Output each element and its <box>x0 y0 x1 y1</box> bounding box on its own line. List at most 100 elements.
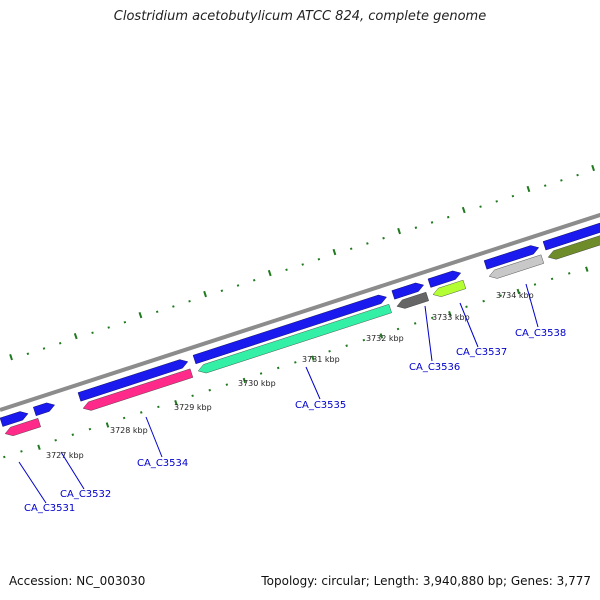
gene-arrow-ca_c3534[interactable] <box>82 368 194 411</box>
outer-tick-mark <box>138 311 143 319</box>
forward-gene-arrow[interactable] <box>427 270 462 288</box>
outer-tick-mark <box>576 173 579 177</box>
outer-tick-mark <box>26 352 30 356</box>
inner-tick-mark <box>448 311 452 317</box>
kbp-label: 3734 kbp <box>496 291 534 300</box>
outer-tick-mark <box>511 194 515 198</box>
page-title: Clostridium acetobutylicum ATCC 824, com… <box>113 9 487 24</box>
kbp-label: 3730 kbp <box>238 379 276 388</box>
outer-tick-mark <box>446 215 450 219</box>
outer-tick-mark <box>332 248 337 256</box>
outer-tick-mark <box>91 331 94 335</box>
gene-label-ca_c3535[interactable]: CA_C3535 <box>295 400 346 411</box>
forward-gene-arrow[interactable] <box>192 294 387 365</box>
outer-tick-mark <box>461 206 466 214</box>
outer-tick-mark <box>301 263 304 266</box>
inner-tick-mark <box>585 266 589 272</box>
outer-tick-mark <box>155 310 159 314</box>
inner-tick-mark <box>54 439 57 442</box>
gene-label-ca_c3537[interactable]: CA_C3537 <box>456 347 507 358</box>
outer-tick-mark <box>317 257 321 261</box>
gene-arrow-ca_c3535[interactable] <box>197 303 392 374</box>
inner-tick-mark <box>20 450 23 453</box>
outer-tick-mark <box>220 289 224 293</box>
inner-tick-mark <box>550 277 554 281</box>
inner-tick-mark <box>105 422 110 428</box>
gene-label-ca_c3536[interactable]: CA_C3536 <box>409 362 460 373</box>
gene-label-ca_c3534[interactable]: CA_C3534 <box>137 458 188 469</box>
inner-tick-mark <box>174 400 178 406</box>
outer-tick-mark <box>73 332 78 340</box>
inner-tick-mark <box>191 394 194 398</box>
outer-tick-mark <box>58 342 62 345</box>
outer-tick-mark <box>203 290 207 298</box>
outer-tick-mark <box>366 242 369 245</box>
inner-tick-mark <box>311 355 315 361</box>
gene-label-ca_c3538[interactable]: CA_C3538 <box>515 328 566 339</box>
gene-leader-line <box>525 283 539 328</box>
forward-strand-track <box>0 222 600 427</box>
gene-label-ca_c3532[interactable]: CA_C3532 <box>60 489 111 500</box>
outer-tick-mark <box>591 164 595 172</box>
outer-tick-mark <box>382 236 385 240</box>
forward-gene-arrow[interactable] <box>33 402 56 416</box>
gene-leader-line <box>60 451 85 490</box>
outer-tick-mark <box>285 268 288 271</box>
outer-tick-mark <box>252 278 256 282</box>
outer-tick-mark <box>397 227 401 235</box>
inner-tick-mark <box>499 294 503 297</box>
inner-tick-mark <box>328 349 331 353</box>
gene-arrow-ca_c3538[interactable] <box>488 254 545 279</box>
outer-tick-mark <box>236 284 240 287</box>
forward-gene-arrow[interactable] <box>77 359 189 402</box>
outer-tick-mark <box>430 221 434 224</box>
inner-tick-mark <box>294 361 297 364</box>
outer-tick-mark <box>267 269 272 277</box>
kbp-label: 3729 kbp <box>174 403 212 412</box>
inner-tick-mark <box>208 388 211 392</box>
forward-gene-arrow[interactable] <box>483 245 540 270</box>
reverse-strand-track <box>4 232 600 437</box>
outer-tick-mark <box>107 326 110 329</box>
inner-tick-mark <box>71 433 75 436</box>
inner-tick-mark <box>533 283 537 286</box>
reverse-gene-arrow[interactable] <box>547 232 600 260</box>
inner-tick-track <box>3 266 589 459</box>
inner-tick-mark <box>157 405 160 409</box>
kbp-label: 3732 kbp <box>366 334 404 343</box>
gene-leader-line <box>145 416 163 458</box>
inner-tick-mark <box>465 305 468 308</box>
kbp-label: 3733 kbp <box>432 313 470 322</box>
outer-tick-mark <box>42 347 46 350</box>
inner-tick-mark <box>516 288 521 295</box>
inner-tick-mark <box>345 344 348 347</box>
forward-gene-arrow[interactable] <box>391 282 425 300</box>
backbone-line <box>0 212 600 412</box>
gene-arrow-ca_c3531[interactable] <box>4 418 41 437</box>
gene-label-ca_c3531[interactable]: CA_C3531 <box>24 503 75 514</box>
outer-tick-mark <box>526 185 531 193</box>
inner-tick-mark <box>139 411 143 414</box>
outer-tick-mark <box>172 305 175 308</box>
gene-arrow-ca_c3536[interactable] <box>396 291 430 309</box>
kbp-label: 3728 kbp <box>110 426 148 435</box>
inner-tick-mark <box>362 338 366 342</box>
inner-tick-mark <box>259 372 263 375</box>
inner-tick-mark <box>413 322 417 325</box>
forward-gene-arrow[interactable] <box>0 411 29 427</box>
inner-tick-mark <box>431 316 434 320</box>
inner-tick-mark <box>396 327 400 331</box>
outer-tick-mark <box>188 299 191 303</box>
gene-label-layer: CA_C3531 CA_C3532 CA_C3534 CA_C3535 CA_C3536… <box>18 283 566 514</box>
inner-tick-mark <box>276 366 280 370</box>
outer-tick-mark <box>543 184 547 187</box>
outer-tick-track <box>9 164 595 361</box>
inner-tick-mark <box>88 427 92 431</box>
gene-leader-line <box>459 302 479 348</box>
outer-tick-mark <box>479 205 482 208</box>
forward-gene-arrow[interactable] <box>542 222 600 251</box>
gene-arrow-ca_c3537[interactable] <box>432 279 467 297</box>
kbp-label: 3731 kbp <box>302 355 340 364</box>
gene-leader-line <box>18 461 47 504</box>
